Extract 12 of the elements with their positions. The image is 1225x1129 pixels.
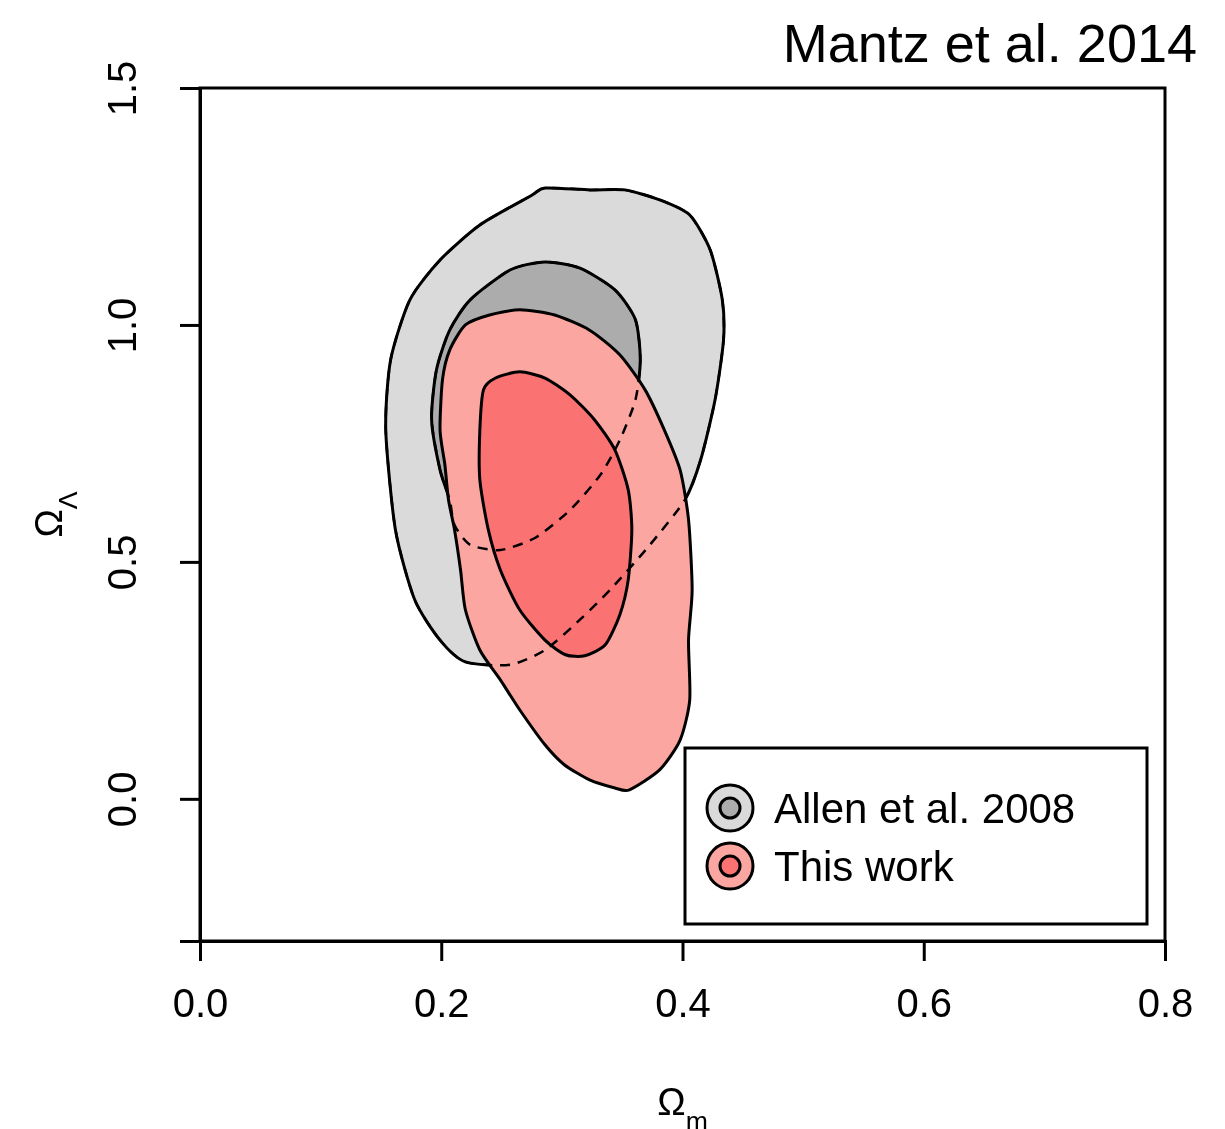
y-tick-label: 0.5 [100,534,144,591]
chart-title: Mantz et al. 2014 [782,13,1197,73]
y-tick-label: 1.5 [100,60,144,117]
x-tick-label: 0.8 [1137,981,1194,1026]
x-tick-label: 0.4 [655,981,711,1026]
legend-label: Allen et al. 2008 [774,785,1076,832]
y-tick-label: 0.0 [100,771,144,828]
x-tick-label: 0.2 [413,981,470,1026]
legend-label: This work [774,843,955,890]
x-tick-label: 0.6 [896,981,953,1026]
x-tick-label: 0.0 [172,981,229,1026]
y-tick-label: 1.0 [100,297,144,354]
